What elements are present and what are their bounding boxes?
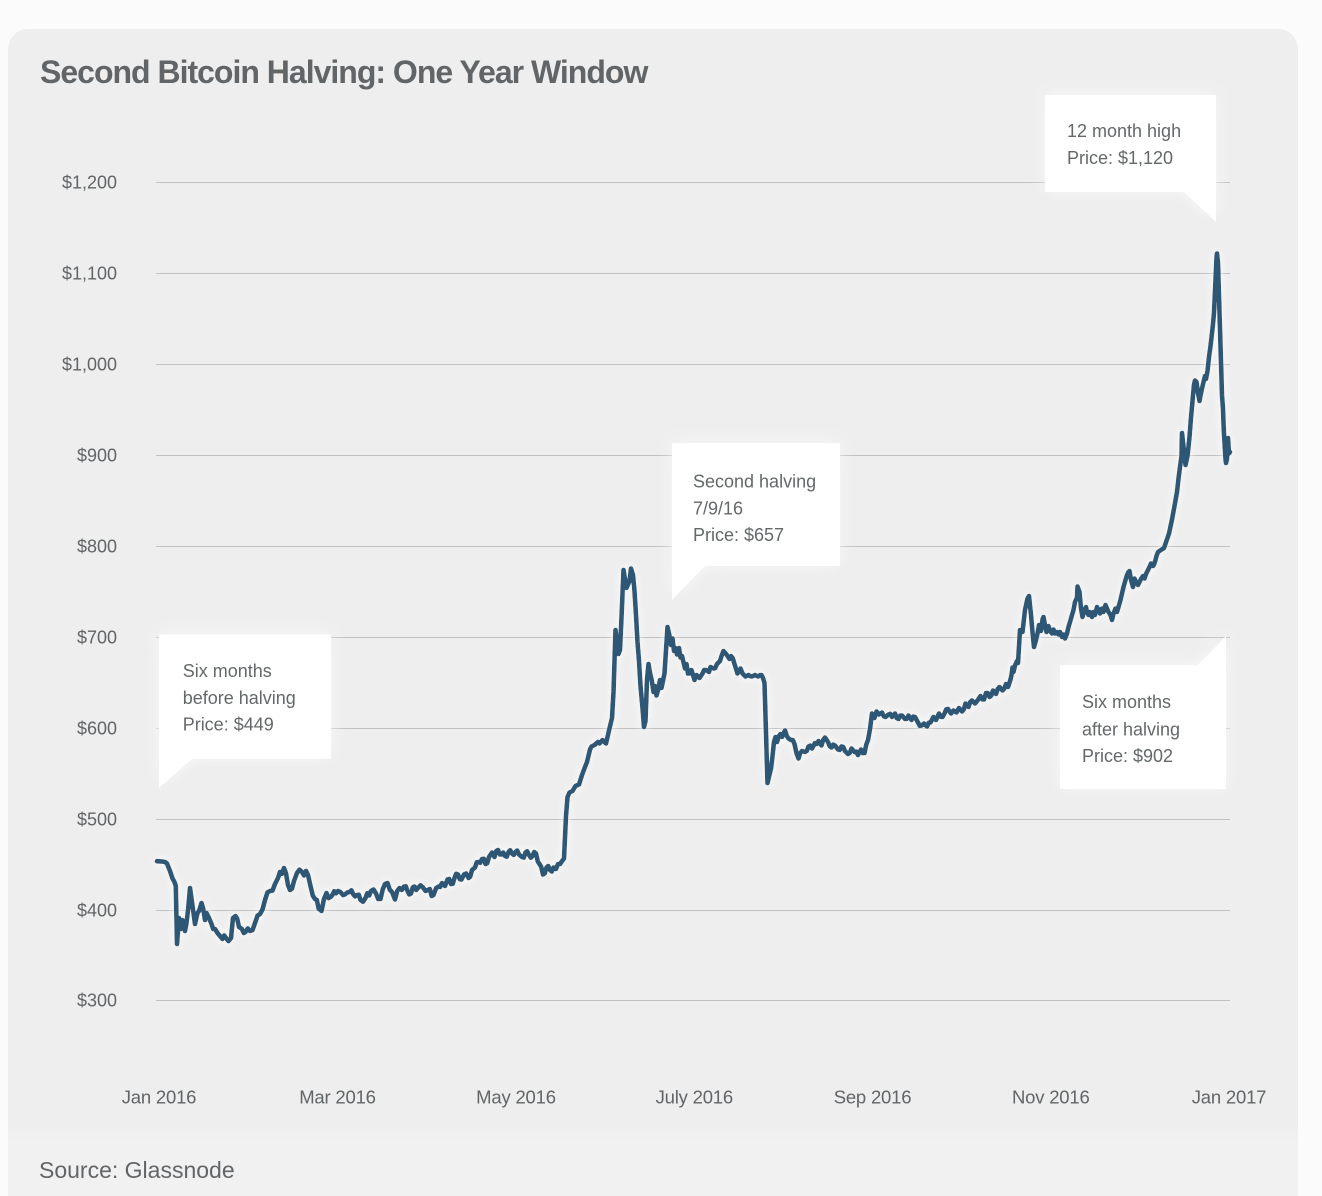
- svg-text:Mar 2016: Mar 2016: [299, 1087, 376, 1108]
- svg-text:Price: $902: Price: $902: [1082, 746, 1173, 766]
- svg-text:Nov 2016: Nov 2016: [1012, 1087, 1090, 1108]
- svg-text:May 2016: May 2016: [476, 1087, 556, 1108]
- svg-text:$600: $600: [77, 718, 117, 738]
- svg-text:Price: $657: Price: $657: [693, 525, 784, 545]
- svg-text:$1,200: $1,200: [62, 172, 117, 192]
- svg-text:Jan 2017: Jan 2017: [1192, 1087, 1267, 1108]
- svg-text:$1,000: $1,000: [62, 354, 117, 374]
- svg-text:$900: $900: [77, 445, 117, 465]
- svg-text:12 month high: 12 month high: [1067, 121, 1181, 141]
- svg-text:Sep 2016: Sep 2016: [834, 1087, 912, 1108]
- svg-text:Second halving: Second halving: [693, 472, 816, 492]
- svg-text:Second Bitcoin Halving: One Ye: Second Bitcoin Halving: One Year Window: [40, 54, 648, 90]
- svg-text:$700: $700: [77, 627, 117, 647]
- svg-text:before halving: before halving: [183, 688, 296, 708]
- svg-text:$800: $800: [77, 536, 117, 556]
- svg-text:Source: Glassnode: Source: Glassnode: [39, 1157, 235, 1183]
- svg-text:$1,100: $1,100: [62, 263, 117, 283]
- svg-text:after halving: after halving: [1082, 719, 1180, 739]
- svg-text:Price: $1,120: Price: $1,120: [1067, 148, 1173, 168]
- svg-text:Price: $449: Price: $449: [183, 715, 274, 735]
- svg-text:Six months: Six months: [183, 661, 272, 681]
- svg-text:July 2016: July 2016: [656, 1087, 733, 1108]
- svg-text:7/9/16: 7/9/16: [693, 499, 743, 519]
- svg-text:$500: $500: [77, 809, 117, 829]
- svg-text:$300: $300: [77, 990, 117, 1010]
- svg-text:Six months: Six months: [1082, 692, 1171, 712]
- svg-text:$400: $400: [77, 900, 117, 920]
- svg-text:Jan 2016: Jan 2016: [122, 1087, 197, 1108]
